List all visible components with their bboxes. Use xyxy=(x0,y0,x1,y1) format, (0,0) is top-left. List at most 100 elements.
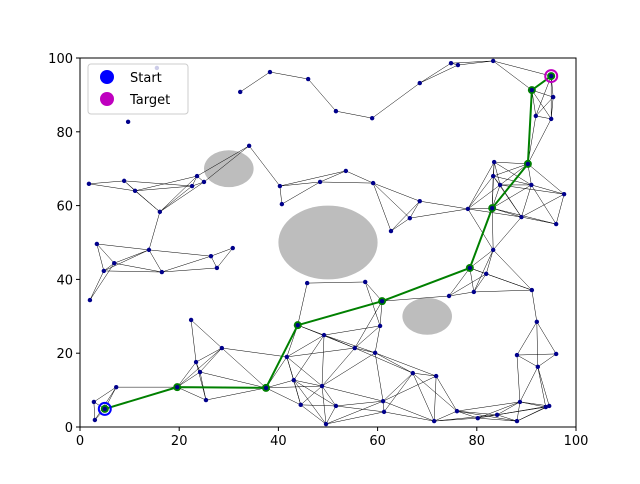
node xyxy=(91,399,97,405)
edge xyxy=(216,247,233,269)
node xyxy=(102,406,108,412)
node xyxy=(132,188,138,194)
edge xyxy=(497,401,521,416)
edge xyxy=(527,118,552,165)
edge xyxy=(321,386,327,425)
node xyxy=(484,271,489,277)
edge xyxy=(300,385,323,406)
edge xyxy=(493,175,532,186)
edge xyxy=(435,375,458,412)
edge xyxy=(325,405,337,425)
edge xyxy=(325,411,385,425)
edge xyxy=(354,325,381,349)
node xyxy=(534,319,540,325)
edge xyxy=(373,182,420,202)
edge xyxy=(300,404,327,425)
edge xyxy=(96,243,149,251)
edge xyxy=(499,163,529,186)
edge xyxy=(124,180,193,187)
node xyxy=(295,322,300,328)
node xyxy=(343,168,349,174)
edge xyxy=(93,401,96,421)
edge xyxy=(492,216,522,251)
edge xyxy=(473,289,532,293)
edge xyxy=(210,256,218,269)
edge xyxy=(293,379,327,425)
node xyxy=(363,279,368,285)
legend: Start Target xyxy=(87,63,189,115)
edge xyxy=(281,181,321,205)
legend-label: Start xyxy=(130,71,162,86)
node xyxy=(189,183,195,189)
edge xyxy=(371,82,420,119)
edge xyxy=(190,319,223,349)
edge xyxy=(195,361,207,401)
edge xyxy=(248,145,281,187)
edge xyxy=(516,321,538,356)
edge xyxy=(516,355,521,402)
edge xyxy=(205,387,267,401)
edge xyxy=(325,400,384,425)
edge xyxy=(196,145,250,177)
edge xyxy=(96,243,105,271)
node xyxy=(304,280,310,286)
edge xyxy=(516,354,538,368)
edge xyxy=(419,200,468,210)
edge xyxy=(537,353,557,368)
node xyxy=(372,350,378,356)
edge xyxy=(161,255,212,273)
edge xyxy=(354,347,413,374)
y-tick-label: 60 xyxy=(56,200,73,215)
edge xyxy=(519,401,550,407)
node xyxy=(380,398,386,404)
edge xyxy=(199,371,207,401)
x-tick-label: 80 xyxy=(469,434,486,449)
edge xyxy=(493,163,528,177)
edge xyxy=(467,208,494,251)
edge xyxy=(412,372,458,412)
edge xyxy=(321,385,384,402)
edge xyxy=(492,249,533,291)
edge xyxy=(96,243,115,264)
edge xyxy=(535,75,552,117)
x-tick-label: 60 xyxy=(369,434,386,449)
node xyxy=(321,332,327,338)
start-marker xyxy=(97,401,112,416)
node xyxy=(201,179,207,185)
node xyxy=(407,215,413,221)
edge xyxy=(307,78,337,112)
edge xyxy=(412,373,435,422)
edge xyxy=(477,417,517,422)
edge xyxy=(521,193,565,218)
node xyxy=(491,159,497,165)
edge xyxy=(383,372,414,413)
node xyxy=(549,73,554,79)
edge xyxy=(335,400,384,407)
edge xyxy=(384,411,435,422)
edge xyxy=(300,404,336,407)
edge xyxy=(114,249,150,264)
edge xyxy=(286,334,325,358)
edge xyxy=(491,176,494,209)
node xyxy=(475,415,480,421)
edge xyxy=(467,175,494,210)
node xyxy=(446,293,452,299)
edge xyxy=(527,163,565,195)
edge xyxy=(286,356,323,387)
edge xyxy=(531,184,565,195)
edge xyxy=(374,352,384,402)
edge xyxy=(221,347,267,389)
edge xyxy=(134,175,198,192)
edge xyxy=(375,352,413,374)
edge xyxy=(531,184,557,225)
edge xyxy=(448,267,471,297)
edge xyxy=(409,201,420,219)
edge xyxy=(473,249,494,293)
edge xyxy=(492,162,495,177)
edge xyxy=(456,401,520,412)
edge xyxy=(134,190,161,213)
edge xyxy=(379,301,383,326)
node xyxy=(230,245,235,251)
node xyxy=(454,408,460,414)
